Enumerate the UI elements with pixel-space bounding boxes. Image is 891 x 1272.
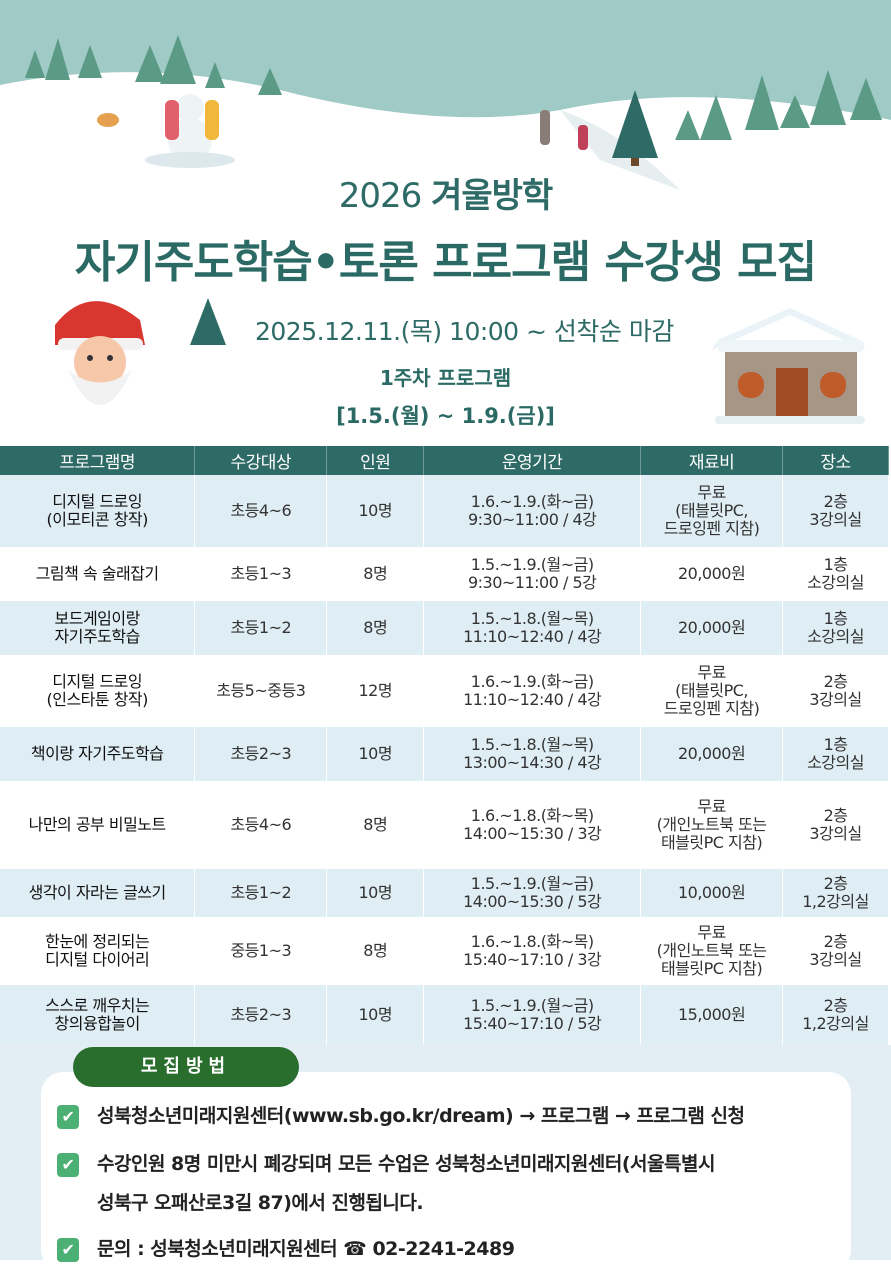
cell-capacity: 8명: [326, 917, 425, 985]
cell-program-name: 스스로 깨우치는 창의융합놀이: [0, 985, 196, 1045]
recruit-item-text: 성북청소년미래지원센터(www.sb.go.kr/dream) → 프로그램 →…: [97, 1105, 745, 1127]
cell-target: 초등4~6: [194, 781, 328, 869]
table-row: 그림책 속 술래잡기 초등1~3 8명 1.5.~1.9.(월~금) 9:30~11:…: [0, 547, 889, 601]
recruit-method-label: 모집방법: [73, 1047, 299, 1087]
cell-capacity: 10명: [326, 869, 425, 917]
table-row: 스스로 깨우치는 창의융합놀이 초등2~3 10명 1.5.~1.9.(월~금) 15…: [0, 985, 889, 1045]
cell-period: 1.6.~1.9.(화~금) 11:10~12:40 / 4강: [423, 655, 642, 727]
recruit-item-text: 문의 : 성북청소년미래지원센터 ☎ 02-2241-2489: [97, 1238, 515, 1260]
cell-location: 2층 3강의실: [782, 655, 889, 727]
cell-location: 1층 소강의실: [782, 547, 889, 601]
cell-program-name: 한눈에 정리되는 디지털 다이어리: [0, 917, 196, 985]
cell-material-fee: 10,000원: [640, 869, 784, 917]
column-header-period: 운영기간: [423, 446, 642, 475]
cell-period: 1.5.~1.8.(월~목) 13:00~14:30 / 4강: [423, 727, 642, 781]
cell-target: 초등4~6: [194, 475, 328, 547]
snowman-kids-icon: [145, 94, 235, 168]
cell-material-fee: 20,000원: [640, 727, 784, 781]
cell-period: 1.5.~1.9.(월~금) 14:00~15:30 / 5강: [423, 869, 642, 917]
winter-scene-illustration: [0, 0, 891, 445]
cell-material-fee: 15,000원: [640, 985, 784, 1045]
dog-icon: [97, 113, 119, 127]
cell-target: 초등1~2: [194, 601, 328, 655]
checkbox-checked-icon: ✔: [57, 1237, 79, 1262]
recruit-item: ✔ 성북청소년미래지원센터(www.sb.go.kr/dream) → 프로그램 …: [57, 1101, 745, 1129]
column-header-target: 수강대상: [194, 446, 328, 475]
cell-period: 1.6.~1.8.(화~목) 14:00~15:30 / 3강: [423, 781, 642, 869]
cell-target: 초등2~3: [194, 985, 328, 1045]
recruit-box: [41, 1072, 851, 1272]
cell-program-name: 디지털 드로잉 (이모티콘 창작): [0, 475, 196, 547]
recruit-item-text: 성북구 오패산로3길 87)에서 진행됩니다.: [97, 1192, 424, 1214]
checkbox-checked-icon: ✔: [57, 1104, 79, 1129]
cell-location: 2층 3강의실: [782, 917, 889, 985]
recruit-item: ✔ 수강인원 8명 미만시 폐강되며 모든 수업은 성북청소년미래지원센터(서울특…: [57, 1149, 715, 1177]
table-row: 한눈에 정리되는 디지털 다이어리 중등1~3 8명 1.6.~1.8.(화~목) 1…: [0, 917, 889, 985]
application-date: 2025.12.11.(목) 10:00 ~ 선착순 마감: [255, 317, 674, 346]
cell-location: 2층 3강의실: [782, 475, 889, 547]
cell-capacity: 8명: [326, 601, 425, 655]
cell-location: 2층 1,2강의실: [782, 985, 889, 1045]
cell-capacity: 8명: [326, 547, 425, 601]
checkbox-checked-icon: ✔: [57, 1152, 79, 1177]
table-row: 나만의 공부 비밀노트 초등4~6 8명 1.6.~1.8.(화~목) 14:00~1…: [0, 781, 889, 869]
cell-location: 1층 소강의실: [782, 601, 889, 655]
page-title: 자기주도학습•토론 프로그램 수강생 모집: [74, 237, 817, 288]
table-row: 보드게임이랑 자기주도학습 초등1~2 8명 1.5.~1.8.(월~목) 11:10…: [0, 601, 889, 655]
cell-capacity: 10명: [326, 985, 425, 1045]
recruit-item-continued: 성북구 오패산로3길 87)에서 진행됩니다.: [97, 1188, 424, 1215]
cell-program-name: 디지털 드로잉 (인스타툰 창작): [0, 655, 196, 727]
cell-target: 초등5~중등3: [194, 655, 328, 727]
cell-period: 1.6.~1.9.(화~금) 9:30~11:00 / 4강: [423, 475, 642, 547]
cell-target: 중등1~3: [194, 917, 328, 985]
week-date-range: [1.5.(월) ~ 1.9.(금)]: [336, 404, 555, 428]
table-row: 디지털 드로잉 (인스타툰 창작) 초등5~중등3 12명 1.6.~1.9.(화~금…: [0, 655, 889, 727]
column-header-capacity: 인원: [326, 446, 425, 475]
cell-target: 초등1~3: [194, 547, 328, 601]
cell-program-name: 책이랑 자기주도학습: [0, 727, 196, 781]
cell-target: 초등2~3: [194, 727, 328, 781]
column-header-program-name: 프로그램명: [0, 446, 196, 475]
cell-target: 초등1~2: [194, 869, 328, 917]
cell-program-name: 생각이 자라는 글쓰기: [0, 869, 196, 917]
column-header-location: 장소: [782, 446, 889, 475]
cell-material-fee: 20,000원: [640, 547, 784, 601]
recruit-item-text: 수강인원 8명 미만시 폐강되며 모든 수업은 성북청소년미래지원센터(서울특별…: [97, 1153, 715, 1175]
cell-capacity: 8명: [326, 781, 425, 869]
table-row: 디지털 드로잉 (이모티콘 창작) 초등4~6 10명 1.6.~1.9.(화~금) …: [0, 475, 889, 547]
cell-material-fee: 무료 (태블릿PC, 드로잉펜 지참): [640, 655, 784, 727]
cell-program-name: 그림책 속 술래잡기: [0, 547, 196, 601]
cell-period: 1.5.~1.9.(월~금) 9:30~11:00 / 5강: [423, 547, 642, 601]
cell-capacity: 10명: [326, 727, 425, 781]
program-table: 프로그램명 수강대상 인원 운영기간 재료비 장소 디지털 드로잉 (이모티콘 창작) 초등…: [0, 446, 889, 1045]
cell-material-fee: 무료 (태블릿PC, 드로잉펜 지참): [640, 475, 784, 547]
cell-material-fee: 무료 (개인노트북 또는 태블릿PC 지참): [640, 781, 784, 869]
santa-icon: [37, 301, 145, 405]
table-row: 생각이 자라는 글쓰기 초등1~2 10명 1.5.~1.9.(월~금) 14:00~…: [0, 869, 889, 917]
cell-capacity: 10명: [326, 475, 425, 547]
cell-program-name: 보드게임이랑 자기주도학습: [0, 601, 196, 655]
table-row: 책이랑 자기주도학습 초등2~3 10명 1.5.~1.8.(월~목) 13:00~1…: [0, 727, 889, 781]
cell-capacity: 12명: [326, 655, 425, 727]
cell-location: 2층 1,2강의실: [782, 869, 889, 917]
cell-location: 2층 3강의실: [782, 781, 889, 869]
people-walking-icon: [540, 110, 588, 150]
cell-location: 1층 소강의실: [782, 727, 889, 781]
week-label: 1주차 프로그램: [379, 366, 512, 390]
brick-house-icon: [712, 308, 865, 424]
cell-period: 1.5.~1.8.(월~목) 11:10~12:40 / 4강: [423, 601, 642, 655]
table-header-row: 프로그램명 수강대상 인원 운영기간 재료비 장소: [0, 446, 889, 475]
cell-program-name: 나만의 공부 비밀노트: [0, 781, 196, 869]
christmas-tree-icon: [612, 90, 658, 166]
season: 겨울방학: [431, 176, 553, 216]
recruit-item: ✔ 문의 : 성북청소년미래지원센터 ☎ 02-2241-2489: [57, 1234, 515, 1262]
cell-material-fee: 무료 (개인노트북 또는 태블릿PC 지참): [640, 917, 784, 985]
year: 2026: [338, 176, 423, 216]
cell-period: 1.5.~1.9.(월~금) 15:40~17:10 / 5강: [423, 985, 642, 1045]
cell-period: 1.6.~1.8.(화~목) 15:40~17:10 / 3강: [423, 917, 642, 985]
cell-material-fee: 20,000원: [640, 601, 784, 655]
year-heading: 2026 겨울방학: [0, 168, 891, 217]
column-header-material-fee: 재료비: [640, 446, 784, 475]
tree-icon: [190, 298, 226, 345]
